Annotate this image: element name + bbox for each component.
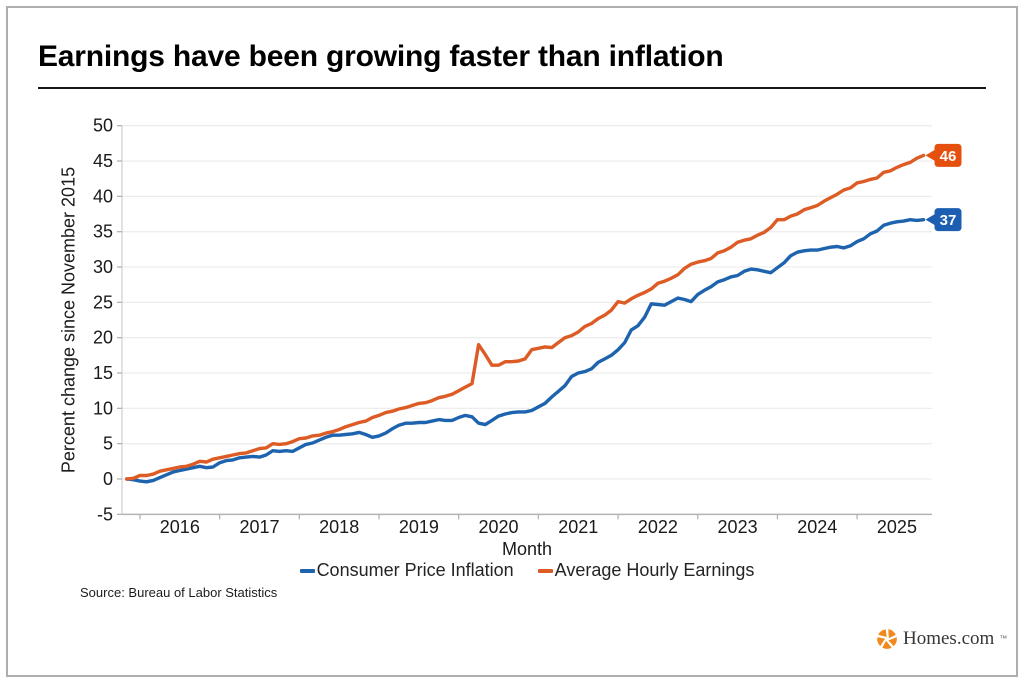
end-label-badge (934, 143, 962, 167)
trademark-symbol: ™ (999, 634, 1008, 643)
x-tick-label: 2017 (239, 517, 279, 537)
legend-label: Average Hourly Earnings (554, 560, 755, 580)
pinwheel-blade (888, 629, 896, 639)
y-tick-label: 0 (103, 469, 113, 489)
legend-item: Consumer Price Inflation (299, 560, 514, 581)
x-tick-label: 2020 (479, 517, 519, 537)
homes-pinwheel-icon (877, 629, 897, 649)
y-tick-label: 45 (93, 151, 113, 171)
y-tick-label: 5 (103, 434, 113, 454)
pinwheel-blade (878, 629, 887, 638)
x-tick-label: 2025 (877, 517, 917, 537)
pinwheel-blade (877, 637, 886, 647)
y-tick-label: 35 (93, 222, 113, 242)
chart-title: Earnings have been growing faster than i… (38, 40, 724, 73)
series-line-consumer-price-inflation (124, 217, 926, 484)
legend-label: Consumer Price Inflation (316, 560, 514, 580)
x-tick-label: 2024 (797, 517, 837, 537)
legend-item: Average Hourly Earnings (537, 560, 755, 581)
legend-dash-icon (537, 568, 553, 573)
y-axis-title: Percent change since November 2015 (58, 166, 79, 474)
x-tick-label: 2022 (638, 517, 678, 537)
y-tick-label: 40 (93, 186, 113, 206)
x-tick-label: 2021 (558, 517, 598, 537)
x-tick-label: 2016 (160, 517, 200, 537)
pinwheel-blade (882, 640, 892, 649)
y-tick-label: 20 (93, 328, 113, 348)
end-label-value: 46 (940, 148, 957, 165)
x-tick-label: 2019 (399, 517, 439, 537)
y-tick-label: 15 (93, 363, 113, 383)
x-tick-label: 2023 (718, 517, 758, 537)
end-label-pointer (925, 213, 937, 227)
legend: Consumer Price Inflation Average Hourly E… (122, 560, 932, 581)
source-note: Source: Bureau of Labor Statistics (80, 585, 278, 600)
end-label-badge (934, 208, 962, 232)
homes-logo-text: Homes.com (903, 628, 995, 649)
end-label-value: 37 (940, 212, 957, 229)
homes-logo: Homes.com ™ (876, 628, 1007, 650)
y-tick-label: -5 (97, 504, 113, 524)
y-tick-label: 10 (93, 398, 113, 418)
y-tick-label: 30 (93, 257, 113, 277)
pinwheel-blade (888, 637, 897, 647)
legend-dash-icon (299, 568, 315, 573)
y-tick-label: 50 (93, 116, 113, 136)
series-line-average-hourly-earnings (124, 153, 926, 481)
y-tick-label: 25 (93, 292, 113, 312)
x-tick-label: 2018 (319, 517, 359, 537)
title-divider (38, 87, 986, 89)
end-label-pointer (925, 148, 937, 162)
x-axis-title: Month (501, 539, 553, 559)
